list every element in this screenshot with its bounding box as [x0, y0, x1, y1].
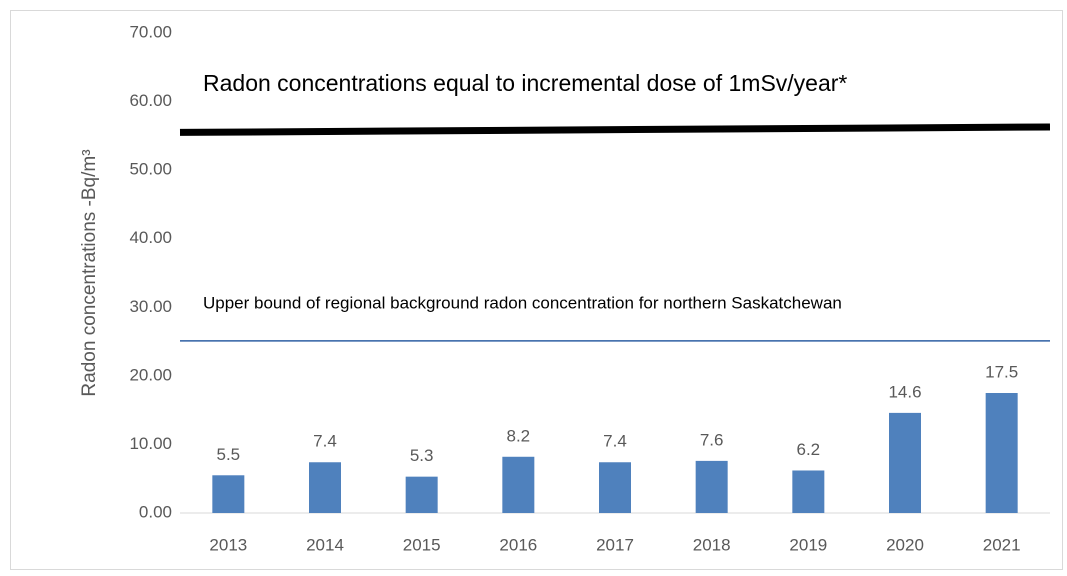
chart-border [10, 10, 1063, 570]
bar [502, 456, 535, 513]
y-tick-label: 60.00 [129, 91, 172, 110]
x-tick-label: 2021 [983, 535, 1021, 554]
bar [889, 412, 921, 513]
y-tick-label: 10.00 [129, 434, 172, 453]
y-tick-label: 0.00 [139, 502, 172, 521]
bar [695, 460, 728, 513]
x-tick-label: 2014 [306, 535, 344, 554]
value-label: 17.5 [985, 362, 1018, 381]
x-tick-label: 2017 [596, 535, 634, 554]
bar [212, 475, 245, 513]
y-tick-label: 50.00 [129, 160, 172, 179]
bar [405, 476, 438, 513]
bar [985, 393, 1018, 513]
bar [599, 462, 631, 513]
value-label: 5.3 [410, 446, 434, 465]
y-axis-label: Radon concentrations -Bq/m³ [79, 149, 100, 396]
value-label: 8.2 [507, 426, 531, 445]
value-label: 6.2 [797, 440, 821, 459]
value-label: 7.4 [603, 432, 627, 451]
x-tick-label: 2013 [209, 535, 247, 554]
value-label: 7.4 [313, 432, 337, 451]
value-label: 5.5 [217, 445, 241, 464]
bar [309, 462, 341, 513]
value-label: 7.6 [700, 430, 724, 449]
x-tick-label: 2020 [886, 535, 924, 554]
reference-label: Radon concentrations equal to incrementa… [203, 70, 847, 96]
reference-label: Upper bound of regional background radon… [203, 293, 842, 312]
y-tick-label: 40.00 [129, 228, 172, 247]
x-tick-label: 2016 [499, 535, 537, 554]
value-label: 14.6 [888, 382, 921, 401]
reference-line [179, 123, 1051, 136]
x-tick-label: 2015 [403, 535, 441, 554]
bar [792, 470, 825, 513]
x-tick-label: 2019 [789, 535, 827, 554]
y-tick-label: 20.00 [129, 365, 172, 384]
x-tick-label: 2018 [693, 535, 731, 554]
y-tick-label: 70.00 [129, 22, 172, 41]
y-tick-label: 30.00 [129, 297, 172, 316]
